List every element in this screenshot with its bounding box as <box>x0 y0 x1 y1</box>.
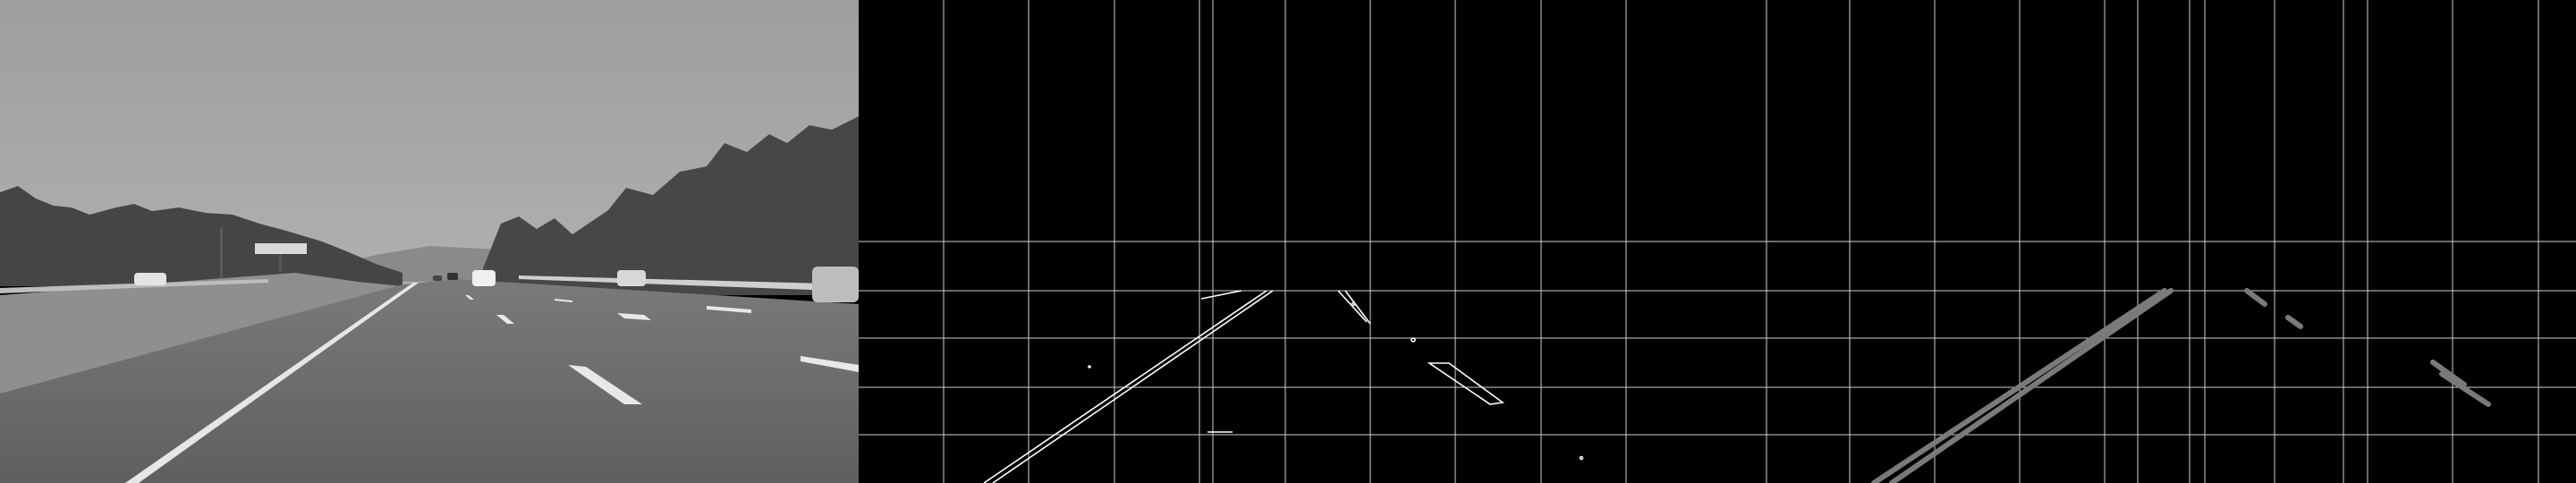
right-guardrail <box>519 275 859 292</box>
hough-lane-lines <box>1871 288 2491 483</box>
light-pole <box>220 228 223 282</box>
left-guardrail <box>0 279 268 293</box>
hough-grid <box>1717 0 2576 483</box>
edge-panel-svg <box>859 0 1717 483</box>
edge-lines <box>983 290 1584 483</box>
billboard <box>255 243 307 254</box>
hough-panel-svg <box>1717 0 2576 483</box>
billboard-pole <box>279 254 282 272</box>
road-surface <box>0 279 859 483</box>
dashed-lane-markings <box>465 295 859 404</box>
left-lane-line <box>125 283 419 483</box>
canny-edge-output <box>859 0 1717 483</box>
cars <box>134 267 859 302</box>
right-trees <box>483 116 859 295</box>
left-trees <box>0 186 402 286</box>
edge-grid <box>859 0 1717 483</box>
grayscale-road-photo <box>0 0 859 483</box>
road-photo-svg <box>0 0 859 483</box>
dry-grass <box>0 273 402 394</box>
hough-lane-lines-output <box>1717 0 2576 483</box>
